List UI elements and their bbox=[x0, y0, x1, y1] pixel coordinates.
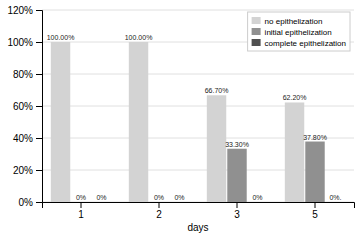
data-label: 0% bbox=[96, 194, 106, 201]
tick: 0% bbox=[19, 197, 42, 208]
data-label: 0% bbox=[154, 194, 164, 201]
tick-mark bbox=[36, 170, 42, 171]
tick-mark bbox=[159, 202, 160, 208]
legend-item: initial epithelization bbox=[252, 28, 332, 37]
tick-mark bbox=[36, 138, 42, 139]
tick: 60% bbox=[13, 101, 42, 112]
tick-label: 120% bbox=[7, 5, 33, 16]
bar bbox=[170, 202, 189, 203]
tick-label: 40% bbox=[13, 133, 33, 144]
bar bbox=[207, 95, 226, 202]
tick: 1 bbox=[78, 202, 84, 220]
bar bbox=[71, 202, 90, 203]
tick-mark bbox=[36, 202, 42, 203]
legend-item: complete epithelization bbox=[252, 39, 346, 48]
y-axis: 0% 20% 40% 60% 80% 100% 120% bbox=[7, 5, 42, 208]
grid-line bbox=[42, 106, 354, 107]
tick: 120% bbox=[7, 5, 42, 16]
bar bbox=[92, 202, 111, 203]
data-label: 0% bbox=[76, 194, 86, 201]
tick-mark bbox=[36, 74, 42, 75]
tick-mark bbox=[36, 10, 42, 11]
x-axis: 1 2 3 5 bbox=[43, 202, 355, 220]
legend-item: no epithelization bbox=[252, 17, 323, 26]
tick-label: 2 bbox=[156, 209, 162, 220]
tick: 20% bbox=[13, 165, 42, 176]
legend-swatch bbox=[252, 28, 261, 35]
data-label: 0%. bbox=[329, 194, 341, 201]
bar bbox=[149, 202, 168, 203]
tick-mark bbox=[237, 202, 238, 208]
grid-line bbox=[42, 10, 354, 11]
tick-label: 1 bbox=[78, 209, 84, 220]
grid bbox=[42, 10, 354, 202]
bar bbox=[326, 202, 345, 203]
x-axis-title: days bbox=[187, 222, 208, 233]
tick-label: 20% bbox=[13, 165, 33, 176]
tick: 40% bbox=[13, 133, 42, 144]
bar bbox=[248, 202, 267, 203]
tick: 80% bbox=[13, 69, 42, 80]
axis-line bbox=[43, 203, 355, 209]
data-label: 62.20% bbox=[283, 94, 307, 101]
data-label: 100.00% bbox=[125, 34, 153, 41]
grid-line bbox=[42, 74, 354, 75]
data-label: 100.00% bbox=[47, 34, 75, 41]
tick-label: 60% bbox=[13, 101, 33, 112]
tick-mark bbox=[81, 202, 82, 208]
bar bbox=[51, 42, 70, 202]
legend: no epithelization initial epithelization c… bbox=[248, 12, 350, 51]
tick-mark bbox=[36, 106, 42, 107]
plot: 100.00% 100.00% 66.70% 62.20% 0% 0% 33.30% 37.8… bbox=[7, 5, 354, 233]
bar bbox=[129, 42, 148, 202]
legend-label: no epithelization bbox=[265, 17, 323, 26]
legend-swatch bbox=[252, 39, 261, 46]
tick-label: 80% bbox=[13, 69, 33, 80]
data-label: 0% bbox=[174, 194, 184, 201]
data-label: 66.70% bbox=[205, 87, 229, 94]
data-label: 37.80% bbox=[303, 134, 327, 141]
chart: 100.00% 100.00% 66.70% 62.20% 0% 0% 33.30% 37.8… bbox=[0, 0, 364, 236]
bar bbox=[227, 149, 246, 202]
tick: 100% bbox=[7, 37, 42, 48]
tick: 2 bbox=[156, 202, 162, 220]
axis-line bbox=[36, 11, 43, 203]
legend-box bbox=[248, 12, 350, 51]
data-label: 0% bbox=[252, 194, 262, 201]
tick-mark bbox=[36, 42, 42, 43]
data-label: 33.30% bbox=[225, 141, 249, 148]
bar bbox=[285, 102, 304, 202]
bars bbox=[51, 42, 325, 202]
legend-label: initial epithelization bbox=[265, 28, 332, 37]
legend-swatch bbox=[252, 17, 261, 24]
tick-label: 3 bbox=[234, 209, 240, 220]
tick-mark bbox=[315, 202, 316, 208]
data-labels: 100.00% 100.00% 66.70% 62.20% 0% 0% 33.30% 37.8… bbox=[47, 34, 342, 201]
tick-label: 5 bbox=[312, 209, 318, 220]
legend-label: complete epithelization bbox=[265, 39, 346, 48]
tick: 3 bbox=[234, 202, 240, 220]
bar bbox=[305, 142, 324, 202]
tick: 5 bbox=[312, 202, 318, 220]
tick-label: 0% bbox=[19, 197, 34, 208]
tick-label: 100% bbox=[7, 37, 33, 48]
